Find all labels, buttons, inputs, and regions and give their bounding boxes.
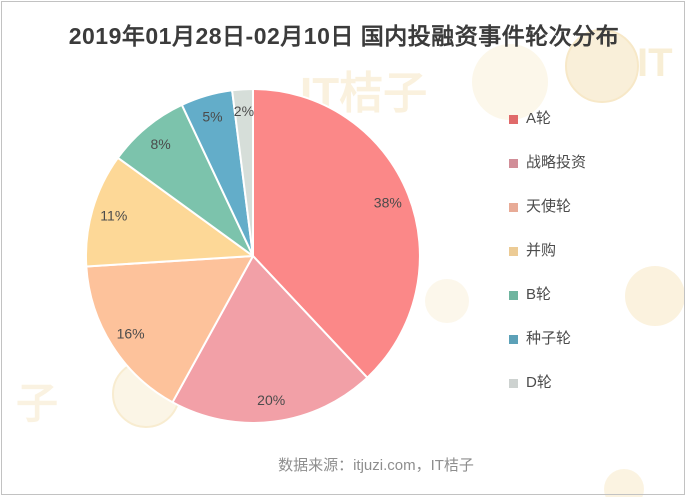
- pie-slice-a-round[interactable]: [252, 88, 421, 379]
- chart-title: 2019年01月28日-02月10日 国内投融资事件轮次分布: [68, 23, 620, 49]
- legend-item-a-round[interactable]: A轮: [509, 111, 586, 127]
- pie-slice-strategic-investment[interactable]: [171, 255, 369, 424]
- legend-label: A轮: [526, 110, 552, 127]
- pie-slice-label: 16%: [117, 326, 145, 342]
- legend-item-strategic-investment[interactable]: 战略投资: [509, 155, 586, 171]
- watermark-text: 子: [16, 380, 58, 427]
- legend-item-d-round[interactable]: D轮: [509, 375, 586, 391]
- pie-slice-label: 2%: [234, 103, 254, 119]
- legend: A轮 战略投资 天使轮 并购 B轮 种子轮 D轮: [509, 111, 586, 391]
- pie-slice-label: 38%: [374, 195, 402, 211]
- legend-swatch-d-round: [509, 378, 518, 388]
- legend-label: 天使轮: [526, 198, 572, 215]
- pie-slice-merger-acquisition[interactable]: [84, 156, 254, 268]
- pie-slice-label: 5%: [202, 109, 222, 125]
- legend-label: 战略投资: [526, 154, 587, 171]
- legend-item-seed-round[interactable]: 种子轮: [509, 331, 586, 347]
- pie-slice-label: 8%: [150, 136, 170, 152]
- legend-swatch-merger-acquisition: [509, 246, 518, 256]
- legend-item-b-round[interactable]: B轮: [509, 287, 586, 303]
- data-source-note: 数据来源：itjuzi.com，IT桔子: [278, 457, 474, 474]
- watermark-text: IT: [637, 41, 673, 85]
- legend-item-angel-round[interactable]: 天使轮: [509, 199, 586, 215]
- pie-slice-label: 11%: [100, 207, 127, 223]
- tangerine-logo-icon: [112, 29, 685, 497]
- legend-item-merger-acquisition[interactable]: 并购: [509, 243, 586, 259]
- pie-slice-label: 20%: [257, 392, 285, 408]
- legend-swatch-b-round: [509, 290, 518, 300]
- legend-label: B轮: [526, 286, 552, 303]
- legend-label: 种子轮: [526, 330, 572, 347]
- legend-swatch-angel-round: [509, 202, 518, 212]
- legend-label: D轮: [526, 374, 552, 391]
- pie-slice-angel-round[interactable]: [85, 255, 254, 404]
- pie-slice-d-round[interactable]: [231, 87, 254, 257]
- legend-label: 并购: [526, 242, 557, 259]
- legend-swatch-a-round: [509, 114, 518, 124]
- legend-swatch-strategic-investment: [509, 158, 518, 168]
- legend-swatch-seed-round: [509, 334, 518, 344]
